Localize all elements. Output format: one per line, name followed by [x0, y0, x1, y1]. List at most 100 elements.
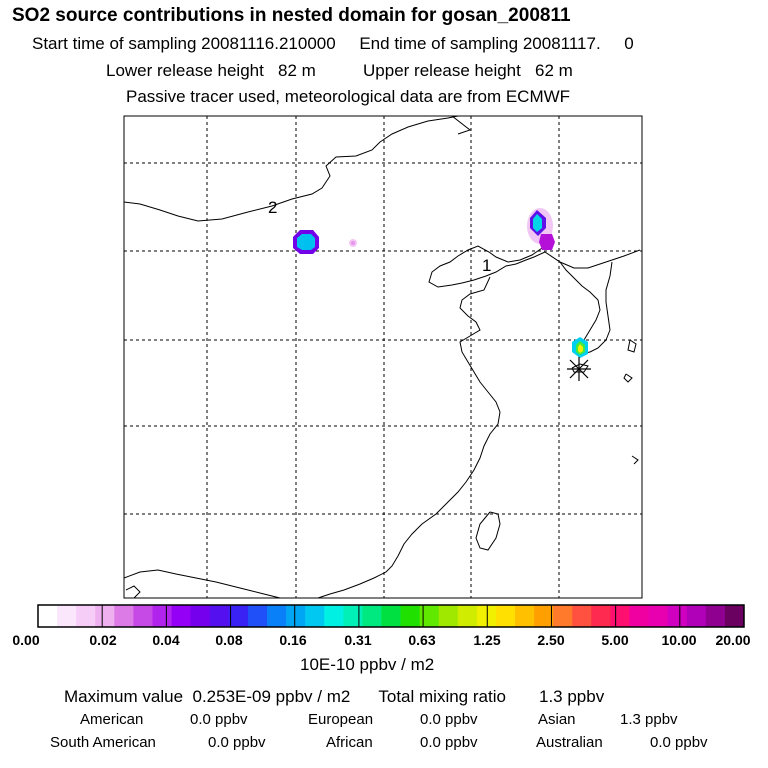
- colorbar-cell: [57, 605, 77, 627]
- hainan-fragment: [125, 585, 141, 599]
- tick-label: 0.16: [279, 632, 307, 648]
- lower-value: 82 m: [278, 61, 316, 80]
- region-african-name: African: [326, 734, 373, 751]
- colorbar-cell: [362, 605, 382, 627]
- region-european-name: European: [308, 711, 374, 728]
- total-value: 1.3 ppbv: [539, 687, 605, 706]
- lower-label: Lower release height: [106, 61, 264, 80]
- asterisk-icon: [567, 357, 591, 381]
- colorbar-cell: [629, 605, 649, 627]
- faint-blob-core: [351, 241, 355, 245]
- end-value: 20081117. 0: [522, 34, 634, 53]
- colorbar-cell: [152, 605, 172, 627]
- colorbar-cell: [171, 605, 192, 627]
- source-blob-north-tail: [539, 234, 555, 250]
- colorbar-cell: [266, 605, 287, 627]
- tick-label: 0.02: [89, 632, 117, 648]
- tick-label: 20.00: [715, 632, 751, 648]
- colorbar-cell: [381, 605, 401, 627]
- colorbar-cell: [686, 605, 707, 627]
- region-australian-name: Australian: [536, 734, 603, 751]
- colorbar-cell: [286, 605, 306, 627]
- colorbar-cell: [76, 605, 96, 627]
- map-title: SO2 source contributions in nested domai…: [12, 5, 571, 26]
- tick-label: 2.50: [537, 632, 565, 648]
- total-label: Total mixing ratio: [378, 687, 506, 706]
- colorbar-cell: [114, 605, 134, 627]
- gridlines: [124, 116, 642, 598]
- region-southamerican-value: 0.0 ppbv: [208, 734, 266, 751]
- source-blob-north-core: [533, 214, 542, 232]
- concentration-blobs: [293, 208, 588, 358]
- tick-label: 10.00: [661, 632, 697, 648]
- colorbar-cell: [457, 605, 478, 627]
- max-value-line: Maximum value 0.253E-09 ppbv / m2 Total …: [64, 688, 604, 705]
- colorbar-cell: [133, 605, 153, 627]
- max-value: 0.253E-09 ppbv / m2: [192, 687, 351, 706]
- colorbar-cell: [534, 605, 554, 627]
- colorbar-cell: [209, 605, 230, 627]
- start-label: Start time of sampling: [32, 34, 197, 53]
- colorbar-cell: [438, 605, 459, 627]
- tick-label: 0.31: [344, 632, 372, 648]
- japan-island: [623, 373, 633, 383]
- colorbar-cell: [724, 605, 745, 627]
- region-australian-value: 0.0 ppbv: [650, 734, 708, 751]
- mongolia-border: [123, 115, 459, 222]
- colorbar-border: [37, 604, 745, 628]
- colorbar-cell: [553, 605, 573, 627]
- colorbar-cell: [38, 605, 58, 627]
- colorbar: [37, 604, 745, 628]
- map-label-2: 2: [268, 198, 277, 217]
- colorbar-cell: [305, 605, 325, 627]
- region-european-value: 0.0 ppbv: [420, 711, 478, 728]
- colorbar-cell: [572, 605, 592, 627]
- taiwan: [475, 511, 501, 551]
- start-value: 20081116.210000: [201, 34, 336, 53]
- colorbar-cell: [324, 605, 344, 627]
- colorbar-cell: [190, 605, 211, 627]
- colorbar-cell: [476, 605, 497, 627]
- colorbar-cell: [343, 605, 363, 627]
- colorbar-cell: [495, 605, 516, 627]
- end-label: End time of sampling: [359, 34, 519, 53]
- region-asian-value: 1.3 ppbv: [620, 711, 678, 728]
- region-african-value: 0.0 ppbv: [420, 734, 478, 751]
- region-southamerican-name: South American: [50, 734, 156, 751]
- china-korea-border: [544, 249, 641, 269]
- upper-value: 62 m: [535, 61, 573, 80]
- colorbar-cell: [419, 605, 440, 627]
- tick-label: 1.25: [473, 632, 501, 648]
- tick-label: 0.63: [408, 632, 436, 648]
- colorbar-cell: [400, 605, 421, 627]
- max-label: Maximum value: [64, 687, 184, 706]
- region-american-name: American: [80, 711, 144, 728]
- tick-label: 0.08: [215, 632, 243, 648]
- tick-label: 0.00: [12, 632, 40, 648]
- region-american-value: 0.0 ppbv: [190, 711, 248, 728]
- colorbar-cell: [610, 605, 630, 627]
- source-blob-korea-core: [578, 344, 583, 353]
- tracer-note: Passive tracer used, meteorological data…: [126, 87, 571, 106]
- ryukyu-island: [631, 455, 639, 465]
- indochina-border: [123, 569, 281, 599]
- bohai-coast: [428, 245, 546, 288]
- colorbar-cell: [705, 605, 726, 627]
- release-heights: Lower release height 82 m Upper release …: [106, 62, 573, 79]
- colorbar-cell: [667, 605, 688, 627]
- colorbar-cell: [648, 605, 669, 627]
- colorbar-cell: [591, 605, 611, 627]
- shandong-coast: [317, 276, 501, 599]
- colorbar-cell: [95, 605, 115, 627]
- upper-label: Upper release height: [363, 61, 521, 80]
- japan-fragment: [627, 339, 637, 353]
- tick-label: 5.00: [601, 632, 629, 648]
- sampling-times: Start time of sampling 20081116.210000 E…: [32, 35, 634, 52]
- colorbar-unit: 10E-10 ppbv / m2: [300, 655, 435, 674]
- map-label-1: 1: [482, 256, 491, 275]
- colorbar-cell: [515, 605, 535, 627]
- korea-east-coast: [579, 261, 613, 355]
- northeast-border: [451, 115, 472, 135]
- colorbar-cell: [228, 605, 249, 627]
